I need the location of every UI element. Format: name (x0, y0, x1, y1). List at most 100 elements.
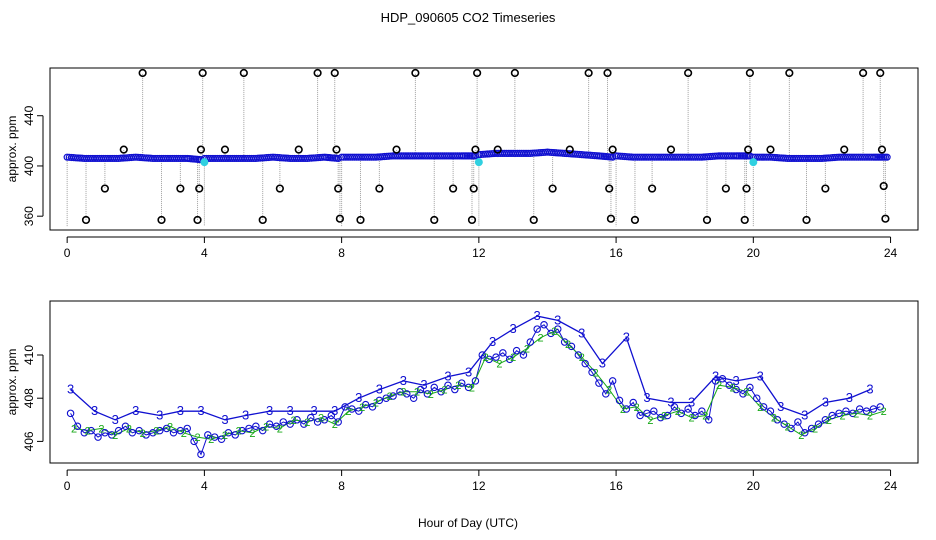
bottom-x-tick-label: 12 (472, 479, 486, 493)
series-1-point (437, 387, 445, 396)
series-2-point: 2 (812, 423, 818, 435)
bottom-x-tick-label: 20 (747, 479, 761, 493)
series-2-point: 2 (496, 359, 502, 371)
raw-point (529, 215, 538, 225)
raw-point (335, 214, 345, 223)
series-1-point (478, 351, 487, 359)
series-1-point (704, 416, 713, 424)
x-axis-title: Hour of Day (UTC) (418, 516, 518, 530)
series-1-point (862, 407, 871, 415)
series-1-point (403, 390, 411, 398)
series-1-point (245, 424, 253, 433)
bottom-x-tick-label: 8 (338, 479, 345, 493)
raw-point (469, 184, 478, 193)
series-1-point (684, 405, 692, 413)
series-1-point (204, 431, 212, 439)
series-1-point (464, 383, 473, 392)
series-1-point (663, 411, 672, 420)
series-2-point: 2 (853, 408, 859, 420)
series-1-point (780, 420, 788, 428)
series-2-point: 2 (332, 419, 338, 431)
series-1-point (739, 390, 747, 398)
series-1-point (629, 398, 637, 407)
raw-point (239, 68, 248, 78)
series-1-point (533, 325, 541, 333)
series-1-point (691, 411, 699, 420)
series-2-point: 2 (771, 413, 777, 425)
series-2-point: 2 (428, 389, 434, 401)
series-3-point: 3 (554, 312, 561, 327)
series-1-point (382, 394, 390, 402)
series-3-point: 3 (643, 390, 650, 405)
series-1-point (368, 403, 377, 411)
raw-point (193, 215, 202, 225)
series-1-point (258, 426, 267, 435)
series-1-point (773, 416, 782, 424)
series-1-point (334, 418, 342, 426)
series-3-point: 3 (221, 412, 228, 427)
raw-point (745, 68, 754, 78)
raw-point (473, 68, 482, 78)
series-2-point: 2 (304, 417, 310, 429)
series-3-point: 3 (733, 373, 740, 388)
raw-point (275, 184, 284, 193)
series-3-point: 3 (465, 364, 472, 379)
series-1-point (300, 420, 308, 428)
series-1-point (66, 409, 75, 418)
series-1-point (252, 422, 260, 431)
raw-point (176, 184, 185, 193)
highlight-point (749, 158, 758, 167)
series-2-point: 2 (551, 326, 557, 338)
series-2-point: 2 (373, 398, 379, 410)
bottom-panel-frame (49, 300, 919, 464)
raw-point (449, 184, 458, 193)
series-2-point: 2 (881, 406, 887, 418)
series-1-point (224, 429, 233, 437)
series-2-point: 2 (85, 426, 91, 438)
series-1-point (306, 413, 315, 422)
raw-point (334, 184, 343, 193)
series-1-point (492, 353, 500, 361)
top-panel-axes: 0 4 8 12 16 20 24 360 400 440 (22, 105, 898, 260)
top-y-tick-label: 440 (22, 105, 36, 125)
series-1-point (656, 413, 665, 422)
series-2-point: 2 (387, 391, 393, 403)
series-2-point: 2 (208, 434, 214, 446)
raw-point (548, 184, 557, 193)
bottom-x-tick-label: 16 (609, 479, 623, 493)
series-1-point (842, 407, 850, 415)
series-2-point: 2 (153, 426, 159, 438)
raw-point (584, 68, 593, 78)
series-1-point (814, 420, 823, 428)
series-1-point (560, 338, 569, 346)
series-2-point: 2 (359, 402, 365, 414)
series-1-point (272, 422, 281, 431)
raw-point (198, 68, 207, 78)
raw-point (876, 68, 885, 78)
series-1-point (876, 403, 885, 411)
raw-point (879, 181, 888, 191)
series-1-point (540, 321, 548, 329)
series-3-line (70, 315, 871, 421)
series-1-point (608, 377, 617, 385)
raw-point (330, 68, 339, 78)
series-2-point: 2 (414, 387, 420, 399)
series-2-point: 2 (112, 430, 118, 442)
series-1-point (457, 379, 466, 387)
series-3-point: 3 (420, 377, 427, 392)
raw-point (744, 145, 753, 154)
raw-point (740, 215, 749, 225)
series-1-point (80, 429, 89, 437)
raw-point (157, 215, 166, 225)
series-2-point: 2 (620, 404, 626, 416)
series-2-point: 2 (263, 421, 269, 433)
series-1-point (293, 416, 301, 424)
bottom-x-tick-label: 4 (201, 479, 208, 493)
raw-point (666, 145, 676, 154)
series-2-point: 2 (510, 352, 516, 364)
bottom-y-tick-label: 410 (22, 345, 36, 365)
series-1-point (554, 325, 562, 333)
series-3-point: 3 (287, 403, 294, 418)
raw-point (467, 215, 477, 225)
top-panel-frame (49, 67, 919, 231)
